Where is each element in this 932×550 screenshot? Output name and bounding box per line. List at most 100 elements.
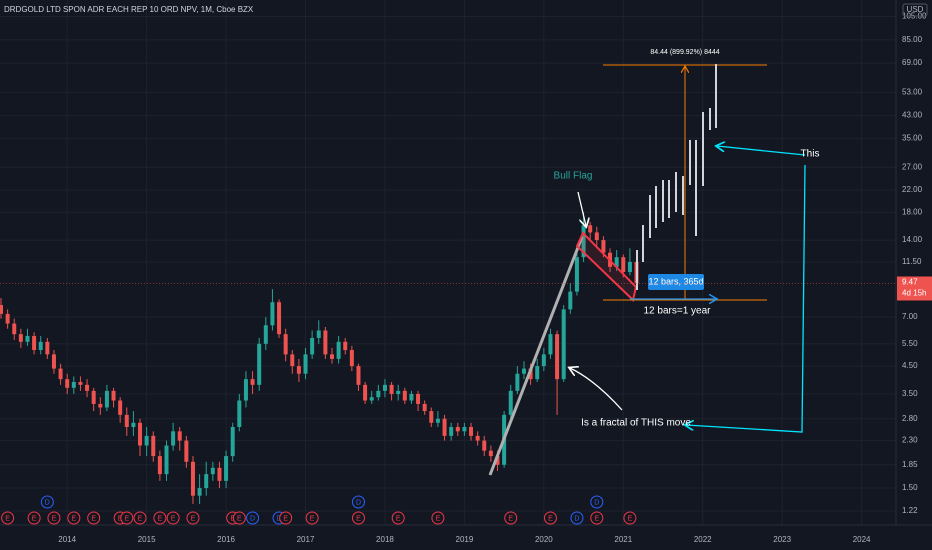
candle-body (442, 418, 447, 436)
event-marker (27, 511, 41, 525)
x-tick-label: 2016 (217, 535, 235, 544)
event-marker (590, 495, 604, 509)
candle-body (104, 390, 109, 408)
candle-body (111, 390, 116, 401)
candle-body (462, 426, 467, 432)
candle-body (356, 366, 361, 385)
event-label: E (138, 515, 143, 522)
event-label: E (171, 515, 176, 522)
currency: USD (907, 5, 924, 14)
event-marker (543, 511, 557, 525)
event-label: D (356, 499, 361, 506)
candle-body (210, 467, 215, 475)
candle-body (614, 257, 619, 267)
event-label: E (52, 515, 57, 522)
candle-body (32, 336, 37, 351)
event-marker (133, 511, 147, 525)
x-tick-label: 2020 (535, 535, 553, 544)
event-marker (590, 511, 604, 525)
candle-body (521, 368, 526, 374)
y-tick-label: 1.50 (902, 483, 918, 492)
y-tick-label: 3.50 (902, 389, 918, 398)
bars-label-box (648, 274, 704, 290)
candle-body (91, 390, 96, 404)
trend-line (488, 236, 584, 476)
event-marker (67, 511, 81, 525)
candle-body (429, 411, 434, 423)
event-marker (232, 511, 246, 525)
candle-body (488, 450, 493, 457)
event-marker (40, 495, 54, 509)
event-label: D (574, 515, 579, 522)
candle-body (508, 390, 513, 415)
candle-body (65, 379, 70, 388)
drawings (488, 64, 806, 476)
candle-body (343, 341, 348, 351)
candle-body (369, 397, 374, 401)
candle-body (548, 334, 553, 355)
candle-body (85, 384, 90, 391)
candle-body (409, 393, 414, 401)
candle-body (0, 305, 3, 314)
event-label: E (594, 515, 599, 522)
candle-body (555, 334, 560, 380)
event-marker (504, 511, 518, 525)
candle-body (482, 440, 487, 451)
event-marker (246, 511, 260, 525)
x-tick-label: 2023 (773, 535, 791, 544)
candle-body (204, 474, 209, 489)
candle-body (270, 302, 275, 326)
range-label: 84.44 (899.92%) 8444 (650, 49, 719, 56)
candle-body (535, 366, 540, 380)
event-label: E (396, 515, 401, 522)
candle-body (601, 240, 606, 253)
candle-body (363, 384, 368, 401)
candle-body (336, 341, 341, 359)
candle-body (257, 343, 262, 385)
candle-body (224, 456, 229, 481)
bull-flag-arrow (577, 191, 586, 226)
event-label: E (91, 515, 96, 522)
candle-body (396, 390, 401, 394)
y-tick-label: 11.50 (902, 257, 922, 266)
event-label: E (118, 515, 123, 522)
event-marker (305, 511, 319, 525)
candle-body (151, 435, 156, 457)
candle-body (164, 445, 169, 475)
y-tick-label: 22.00 (902, 185, 923, 194)
event-marker (186, 511, 200, 525)
event-label: D (45, 499, 50, 506)
candle-body (71, 381, 76, 388)
event-label: E (548, 515, 553, 522)
candle-body (303, 354, 308, 374)
candle-body (594, 232, 599, 241)
candle-body (422, 403, 427, 412)
axis-labels: 1.22 1.50 1.85 2.30 2.80 3.50 4.50 5.50 7.00 11.5… (0, 12, 932, 544)
candle-body (290, 354, 295, 367)
candle-body (416, 393, 421, 404)
this-note: This (801, 149, 820, 160)
event-marker (153, 511, 167, 525)
event-label: D (277, 515, 282, 522)
event-marker (351, 511, 365, 525)
candle-body (588, 225, 593, 233)
event-label: E (71, 515, 76, 522)
candle-body (382, 384, 387, 391)
bars-note: 12 bars=1 year (644, 306, 712, 317)
fractal-note: Is a fractal of THIS move (581, 418, 691, 429)
candle-body (455, 426, 460, 432)
event-label: E (32, 515, 37, 522)
candle-body (515, 373, 520, 391)
event-label: E (356, 515, 361, 522)
candle-body (263, 325, 268, 344)
chart-title: DRDGOLD LTD SPON ADR EACH REP 10 ORD NPV… (4, 5, 254, 14)
event-marker (623, 511, 637, 525)
event-label: E (237, 515, 242, 522)
candle-body (237, 400, 242, 427)
candle-body (230, 426, 235, 457)
candle-body (402, 390, 407, 401)
candle-body (131, 422, 136, 427)
event-label: E (5, 515, 10, 522)
grid (0, 0, 896, 525)
